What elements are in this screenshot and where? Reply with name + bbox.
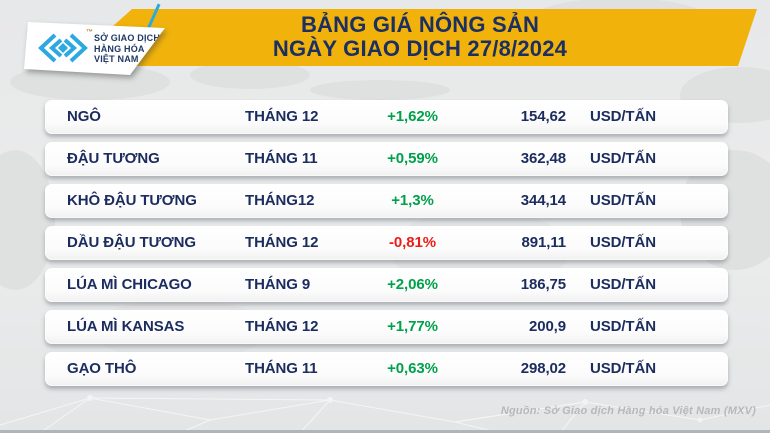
- change-value: +0,63%: [387, 360, 438, 377]
- change-value: -0,81%: [389, 234, 436, 251]
- price-unit: USD/TẤN: [590, 318, 656, 335]
- price-unit: USD/TẤN: [590, 234, 656, 251]
- price-unit: USD/TẤN: [590, 360, 656, 377]
- source-credit: Nguồn: Sở Giao dịch Hàng hóa Việt Nam (M…: [500, 405, 756, 417]
- commodity-name: LÚA MÌ CHICAGO: [67, 276, 192, 293]
- mxv-logo-card-shadow: ™ SỞ GIAO DỊCH HÀNG HÓA VIỆT NAM: [12, 8, 165, 75]
- logo-text-line3: VIỆT NAM: [94, 54, 139, 64]
- contract-month: THÁNG 12: [245, 108, 319, 125]
- table-row: LÚA MÌ KANSAS THÁNG 12 +1,77% 200,9 USD/…: [45, 310, 728, 344]
- price-value: 891,11: [521, 234, 567, 251]
- page-title: BẢNG GIÁ NÔNG SẢN NGÀY GIAO DỊCH 27/8/20…: [180, 13, 660, 61]
- contract-month: THÁNG 11: [245, 150, 318, 167]
- contract-month: THÁNG 12: [245, 234, 319, 251]
- price-value: 362,48: [520, 150, 566, 167]
- logo-text-line2: HÀNG HÓA: [94, 43, 145, 54]
- commodity-name: ĐẬU TƯƠNG: [67, 150, 160, 167]
- table-row: ĐẬU TƯƠNG THÁNG 11 +0,59% 362,48 USD/TẤN: [45, 142, 728, 176]
- mxv-logo-text: SỞ GIAO DỊCH HÀNG HÓA VIỆT NAM: [94, 33, 160, 65]
- contract-month: THÁNG 12: [245, 318, 319, 335]
- change-value: +0,59%: [387, 150, 438, 167]
- price-value: 154,62: [520, 108, 566, 125]
- price-unit: USD/TẤN: [590, 108, 656, 125]
- price-table: NGÔ THÁNG 12 +1,62% 154,62 USD/TẤN ĐẬU T…: [45, 100, 728, 394]
- table-row: GẠO THÔ THÁNG 11 +0,63% 298,02 USD/TẤN: [45, 352, 728, 386]
- page-title-line2: NGÀY GIAO DỊCH 27/8/2024: [272, 36, 568, 61]
- trademark-symbol: ™: [86, 29, 93, 36]
- logo-text-line1: SỞ GIAO DỊCH: [94, 33, 161, 43]
- table-row: NGÔ THÁNG 12 +1,62% 154,62 USD/TẤN: [45, 100, 728, 134]
- commodity-name: GẠO THÔ: [67, 360, 137, 377]
- contract-month: THÁNG 11: [245, 360, 318, 377]
- mxv-logo-icon: [38, 33, 88, 63]
- commodity-name: DẦU ĐẬU TƯƠNG: [67, 234, 196, 251]
- commodity-name: NGÔ: [67, 108, 101, 125]
- price-value: 186,75: [520, 276, 566, 293]
- page-title-line1: BẢNG GIÁ NÔNG SẢN: [300, 12, 540, 37]
- price-unit: USD/TẤN: [590, 276, 656, 293]
- table-row: DẦU ĐẬU TƯƠNG THÁNG 12 -0,81% 891,11 USD…: [45, 226, 728, 260]
- change-value: +1,3%: [391, 192, 434, 209]
- change-value: +1,77%: [387, 318, 438, 335]
- commodity-name: LÚA MÌ KANSAS: [67, 318, 185, 335]
- table-row: KHÔ ĐẬU TƯƠNG THÁNG12 +1,3% 344,14 USD/T…: [45, 184, 728, 218]
- commodity-name: KHÔ ĐẬU TƯƠNG: [67, 192, 197, 209]
- contract-month: THÁNG12: [245, 192, 315, 209]
- mxv-logo-card: ™ SỞ GIAO DỊCH HÀNG HÓA VIỆT NAM: [24, 22, 165, 75]
- price-value: 344,14: [520, 192, 566, 209]
- price-unit: USD/TẤN: [590, 192, 656, 209]
- change-value: +2,06%: [387, 276, 438, 293]
- price-value: 298,02: [520, 360, 566, 377]
- price-value: 200,9: [528, 318, 566, 335]
- price-unit: USD/TẤN: [590, 150, 656, 167]
- change-value: +1,62%: [387, 108, 438, 125]
- table-row: LÚA MÌ CHICAGO THÁNG 9 +2,06% 186,75 USD…: [45, 268, 728, 302]
- contract-month: THÁNG 9: [245, 276, 311, 293]
